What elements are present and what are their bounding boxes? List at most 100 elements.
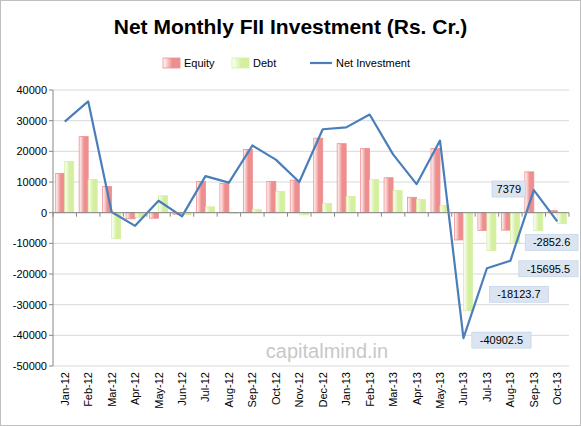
y-tick <box>49 90 53 91</box>
chart-border <box>1 1 581 426</box>
x-tick-label: Mar-12 <box>106 372 118 407</box>
bar <box>454 213 463 240</box>
y-tick-label: 20000 <box>16 145 47 157</box>
x-tick-label: Mar-13 <box>387 372 399 407</box>
x-tick <box>99 213 100 217</box>
data-label: -18123.7 <box>497 288 540 300</box>
bar <box>88 180 97 213</box>
x-tick-label: Oct-13 <box>551 372 563 405</box>
x-tick-label: Oct-12 <box>270 372 282 405</box>
bar <box>463 213 472 311</box>
legend-swatch <box>163 58 180 68</box>
x-tick-label: Jan-13 <box>340 372 352 406</box>
bar <box>196 181 205 212</box>
bar <box>361 149 370 213</box>
bar <box>393 191 402 213</box>
data-label-box <box>525 234 578 250</box>
bar <box>501 213 510 230</box>
x-tick-label: Feb-12 <box>82 372 94 407</box>
bar <box>478 213 487 231</box>
bar <box>337 144 346 213</box>
data-label: -15695.5 <box>527 263 570 275</box>
y-tick <box>49 151 53 152</box>
bar <box>557 213 566 224</box>
bar <box>534 213 543 231</box>
bar <box>65 161 74 212</box>
x-tick <box>264 213 265 217</box>
data-label-box <box>472 332 531 348</box>
grid-line <box>53 304 569 305</box>
legend-label: Equity <box>184 57 215 69</box>
x-tick <box>522 213 523 217</box>
bar <box>431 149 440 213</box>
bar <box>408 197 417 212</box>
legend-label: Net Investment <box>336 57 410 69</box>
x-tick-label: Aug-12 <box>223 372 235 407</box>
data-label-box <box>492 181 526 197</box>
bar <box>370 180 379 213</box>
x-tick <box>334 213 335 217</box>
grid-line <box>53 90 569 91</box>
x-tick <box>240 213 241 217</box>
x-tick-label: Apr-12 <box>129 372 141 405</box>
grid-line <box>53 274 569 275</box>
x-tick <box>545 213 546 217</box>
bar <box>252 209 261 212</box>
x-tick <box>451 213 452 217</box>
legend: Equity Debt Net Investment <box>163 57 410 69</box>
y-tick <box>49 212 53 213</box>
y-tick-label: 40000 <box>16 84 47 96</box>
legend-swatch <box>232 58 249 68</box>
x-tick <box>498 213 499 217</box>
x-tick-label: Feb-13 <box>364 372 376 407</box>
x-tick <box>146 213 147 217</box>
watermark: capitalmind.in <box>266 340 388 362</box>
x-tick-label: Dec-12 <box>317 372 329 407</box>
y-tick <box>49 243 53 244</box>
x-tick <box>53 213 54 217</box>
bar <box>267 181 276 212</box>
x-tick <box>381 213 382 217</box>
y-tick <box>49 182 53 183</box>
bar <box>323 203 332 212</box>
bar <box>220 184 229 213</box>
x-tick-label: Sep-13 <box>528 372 540 407</box>
data-label: -40902.5 <box>480 334 523 346</box>
y-tick <box>49 335 53 336</box>
x-tick <box>217 213 218 217</box>
grid-line <box>53 151 569 152</box>
y-tick <box>49 274 53 275</box>
y-tick-label: -10000 <box>13 237 47 249</box>
plot-marks <box>56 101 567 338</box>
x-tick-label: Jun-13 <box>457 372 469 406</box>
chart-title: Net Monthly FII Investment (Rs. Cr.) <box>114 15 468 38</box>
x-tick <box>123 213 124 217</box>
legend-label: Debt <box>253 57 276 69</box>
x-tick <box>193 213 194 217</box>
bar <box>56 173 65 212</box>
x-tick <box>404 213 405 217</box>
legend-swatch <box>310 62 332 64</box>
y-tick-label: -40000 <box>13 329 47 341</box>
data-label: 7379 <box>497 183 521 195</box>
y-tick-label: -50000 <box>13 360 47 372</box>
x-tick <box>475 213 476 217</box>
x-tick-label: Nov-12 <box>293 372 305 407</box>
x-tick <box>357 213 358 217</box>
x-tick <box>287 213 288 217</box>
bar <box>150 213 159 219</box>
y-tick <box>49 120 53 121</box>
grid-line <box>53 366 569 367</box>
grid-line <box>53 120 569 121</box>
data-label: -2852.6 <box>533 236 570 248</box>
bar <box>314 138 323 213</box>
y-tick-label: -30000 <box>13 299 47 311</box>
bar <box>276 192 285 213</box>
y-tick-label: 30000 <box>16 115 47 127</box>
y-tick-label: 0 <box>41 207 47 219</box>
x-tick-label: Jan-12 <box>59 372 71 406</box>
data-label-box <box>489 286 548 302</box>
bar <box>290 180 299 213</box>
y-tick-label: -20000 <box>13 268 47 280</box>
x-tick <box>428 213 429 217</box>
